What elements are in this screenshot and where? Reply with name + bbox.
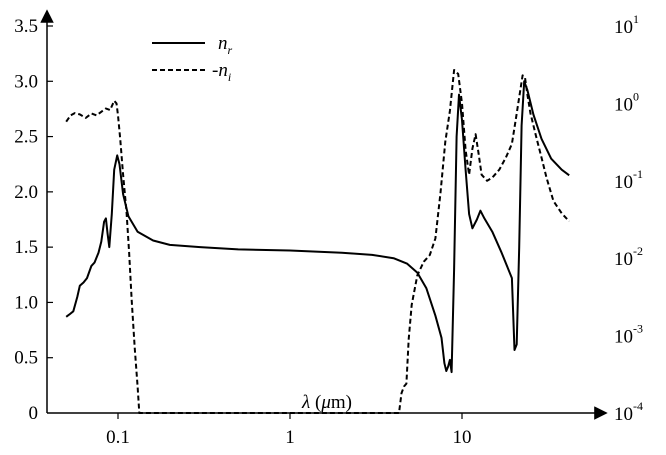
tick-exponent: 0: [633, 89, 639, 103]
tick-exponent: 1: [633, 12, 639, 26]
left-y-tick-label: 2.0: [14, 182, 38, 203]
unit-mu: μ: [320, 392, 331, 413]
series-layer: [65, 69, 570, 414]
right-y-tick-label: 10-2: [614, 244, 643, 270]
unit-open: (: [310, 392, 321, 413]
x-tick-label: 10: [453, 427, 472, 448]
tick-base: 10: [614, 249, 633, 270]
legend-label-nr: nr: [218, 33, 233, 57]
right-y-tick-label: 10-1: [614, 167, 643, 193]
tick-exponent: -1: [633, 167, 643, 181]
legend: nr -ni: [152, 33, 233, 84]
plot-area: [65, 69, 570, 414]
left-y-tick-label: 1.5: [14, 237, 38, 258]
tick-exponent: -3: [633, 322, 643, 336]
tick-base: 10: [614, 17, 633, 38]
left-y-tick-label: 3.0: [14, 71, 38, 92]
left-y-tick-label: 0: [29, 403, 39, 424]
x-tick-group: 0.1 1 10: [106, 413, 472, 448]
tick-base: 10: [614, 327, 633, 348]
tick-base: 10: [614, 94, 633, 115]
left-y-tick-label: 1.0: [14, 292, 38, 313]
left-y-tick-label: 0.5: [14, 348, 38, 369]
left-y-tick-label: 3.5: [14, 16, 38, 37]
tick-base: 10: [614, 172, 633, 193]
tick-exponent: -2: [633, 244, 643, 258]
x-tick-label: 0.1: [106, 427, 130, 448]
left-y-tick-group: 0 0.5 1.0 1.5 2.0 2.5 3.0 3.5: [14, 16, 53, 424]
right-y-tick-label: 10-4: [614, 399, 643, 425]
left-y-tick-label: 2.5: [14, 127, 38, 148]
tick-exponent: -4: [633, 399, 643, 413]
right-y-tick-label: 100: [614, 89, 639, 115]
right-y-tick-label: 101: [614, 12, 639, 38]
lambda-symbol: λ: [301, 392, 310, 413]
series-line-ni: [65, 69, 570, 414]
tick-base: 10: [614, 404, 633, 425]
unit-rest: m): [331, 392, 352, 413]
legend-label-ni: -ni: [212, 60, 231, 84]
x-tick-label: 1: [285, 427, 295, 448]
series-line-nr: [65, 80, 570, 374]
x-axis-label: λ (μm): [301, 392, 352, 413]
right-y-tick-label: 10-3: [614, 322, 643, 348]
